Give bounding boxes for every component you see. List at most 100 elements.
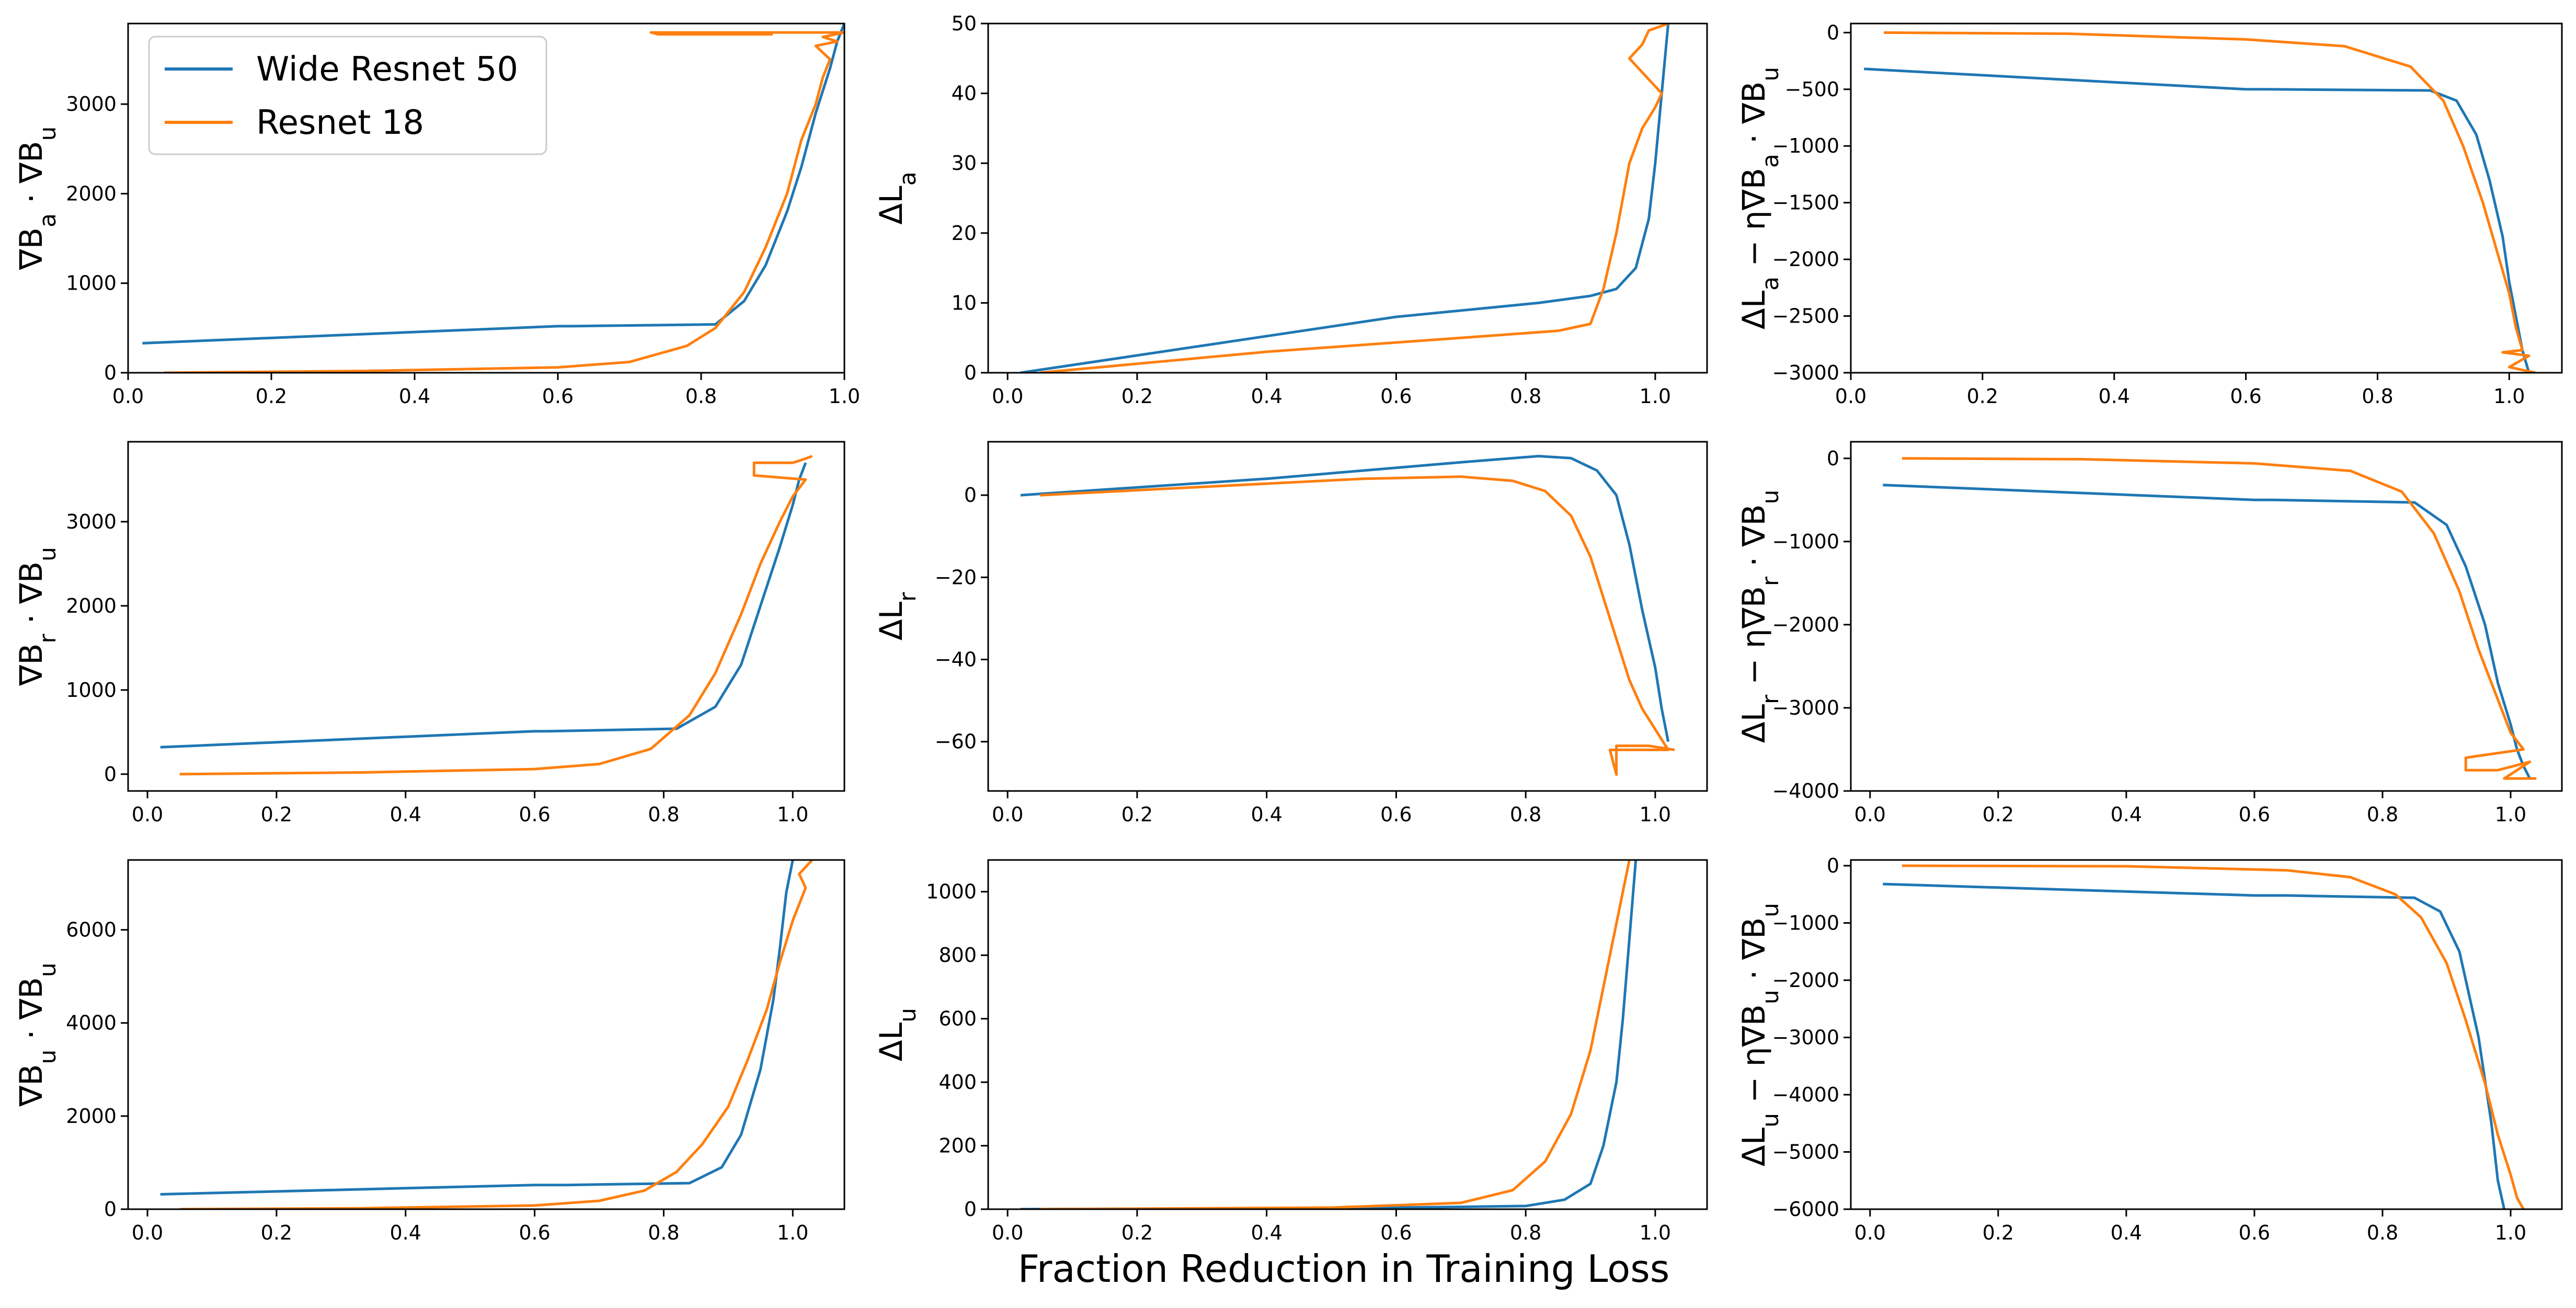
axes-frame <box>987 441 1708 792</box>
chart-panel-2: 0.0 0.2 0.4 0.6 0.8 1.0 0 10 20 30 40 50 ΔLa <box>873 12 1708 408</box>
x-tick-label: 0.8 <box>648 1221 679 1244</box>
y-tick-label: 0 <box>964 361 977 384</box>
y-tick-label: 3000 <box>66 510 117 533</box>
x-tick-label: 1.0 <box>777 803 808 826</box>
y-tick-label: 10 <box>952 291 977 314</box>
y-tick-label: −2500 <box>1772 305 1839 328</box>
y-tick-label: 600 <box>938 1007 977 1030</box>
y-tick-label: 0 <box>964 484 977 507</box>
x-tick-label: 0.8 <box>1510 385 1541 408</box>
y-tick-label: 30 <box>952 152 977 175</box>
y-tick-label: −2000 <box>1772 248 1839 271</box>
y-tick-label: 40 <box>952 82 977 105</box>
y-tick-label: −60 <box>935 730 977 753</box>
axes-frame <box>987 859 1708 1210</box>
x-tick-label: 0.8 <box>685 385 717 408</box>
x-tick-label: 0.8 <box>1510 803 1541 826</box>
chart-panel-9: 0.0 0.2 0.4 0.6 0.8 1.0 −6000 −5000 −4000 −3000 −2… <box>1736 854 2563 1244</box>
y-tick-label: −500 <box>1785 78 1839 101</box>
x-tick-label: 0.8 <box>648 803 679 826</box>
x-tick-label: 0.0 <box>992 1221 1023 1244</box>
x-tick-label: 0.6 <box>1380 385 1412 408</box>
y-tick-label: −2000 <box>1772 969 1839 992</box>
axes-frame <box>1850 859 2563 1210</box>
x-tick-label: 0.6 <box>2230 385 2261 408</box>
y-tick-label: 0 <box>1827 447 1839 470</box>
y-tick-label: 800 <box>938 944 977 967</box>
y-tick-label: 0 <box>104 1198 117 1221</box>
x-tick-label: 0.4 <box>399 385 430 408</box>
y-tick-label: 6000 <box>66 919 117 942</box>
y-axis-label: ∇Br · ∇Bu <box>13 547 61 686</box>
y-tick-label: 20 <box>952 222 977 245</box>
x-tick-label: 0.4 <box>390 1221 421 1244</box>
y-tick-label: 0 <box>1827 854 1839 877</box>
x-tick-label: 0.4 <box>2111 1221 2142 1244</box>
x-tick-label: 0.0 <box>992 385 1023 408</box>
series-line-resnet-18 <box>1883 31 2536 373</box>
x-tick-label: 0.2 <box>1967 385 1998 408</box>
chart-panel-1: 0.0 0.2 0.4 0.6 0.8 1.0 0 1000 2000 3000∇Ba · ∇Bu <box>13 22 860 408</box>
chart-panel-4: 0.0 0.2 0.4 0.6 0.8 1.0 0 1000 2000 3000∇Br · ∇Bu <box>13 441 845 826</box>
x-tick-label: 0.6 <box>1380 1221 1412 1244</box>
chart-panel-6: 0.0 0.2 0.4 0.6 0.8 1.0 −4000 −3000 −2000 −1000 0 Δ… <box>1736 441 2563 826</box>
x-tick-label: 1.0 <box>2495 803 2526 826</box>
legend: Wide Resnet 50 Resnet 18 <box>148 36 547 155</box>
y-tick-label: −3000 <box>1772 1026 1839 1049</box>
axes-frame <box>127 859 845 1210</box>
x-tick-label: 0.2 <box>256 385 287 408</box>
y-axis-label: ΔLa − η∇Ba · ∇Bu <box>1736 67 1784 330</box>
x-tick-label: 0.0 <box>1854 1221 1886 1244</box>
series-line-resnet-18 <box>1040 860 1631 1209</box>
series-line-wide-resnet-50 <box>1864 67 2531 373</box>
y-tick-label: 0 <box>104 763 117 786</box>
x-tick-label: 0.0 <box>112 385 144 408</box>
y-tick-label: 0 <box>1827 21 1839 44</box>
series-line-resnet-18 <box>1039 24 1669 373</box>
x-tick-label: 1.0 <box>2493 385 2525 408</box>
chart-panel-8: 0.0 0.2 0.4 0.6 0.8 1.0 0 200 400 600 800 1000 ΔLu <box>873 859 1708 1244</box>
series-line-wide-resnet-50 <box>1020 860 1638 1209</box>
y-axis-label: ∇Ba · ∇Bu <box>13 127 61 271</box>
x-tick-label: 0.0 <box>1835 385 1867 408</box>
x-tick-label: 0.0 <box>1854 803 1886 826</box>
y-tick-label: 2000 <box>66 1105 117 1128</box>
y-axis-label: ΔLr − η∇Br · ∇Bu <box>1736 490 1784 743</box>
x-tick-label: 1.0 <box>1640 803 1671 826</box>
chart-panel-5: 0.0 0.2 0.4 0.6 0.8 1.0 −60 −40 −20 0 ΔLr <box>873 441 1708 826</box>
x-tick-label: 0.2 <box>261 1221 292 1244</box>
y-tick-label: −4000 <box>1772 1083 1839 1106</box>
x-tick-label: 1.0 <box>1640 1221 1671 1244</box>
series-line-wide-resnet-50 <box>160 462 807 749</box>
chart-panel-7: 0.0 0.2 0.4 0.6 0.8 1.0 0 2000 4000 6000∇Bu · ∇Bu <box>13 859 845 1244</box>
x-tick-label: 1.0 <box>829 385 860 408</box>
series-line-wide-resnet-50 <box>1020 455 1670 742</box>
x-tick-label: 0.4 <box>1251 385 1282 408</box>
x-tick-label: 0.8 <box>1510 1221 1541 1244</box>
y-axis-label: ΔLa <box>873 171 921 224</box>
x-tick-label: 0.2 <box>1121 1221 1153 1244</box>
legend-box <box>148 36 547 155</box>
series-line-wide-resnet-50 <box>1883 882 2506 1209</box>
y-tick-label: −1500 <box>1772 191 1839 214</box>
series-line-resnet-18 <box>179 455 813 776</box>
y-axis-label: ΔLr <box>873 592 921 640</box>
axes-frame <box>1850 22 2563 374</box>
y-tick-label: 2000 <box>66 594 117 617</box>
x-tick-label: 0.6 <box>1380 803 1412 826</box>
y-tick-label: 1000 <box>66 679 117 702</box>
legend-label: Resnet 18 <box>256 104 424 142</box>
series-line-wide-resnet-50 <box>1883 484 2531 779</box>
x-tick-label: 0.2 <box>1983 1221 2014 1244</box>
x-tick-label: 0.6 <box>519 1221 550 1244</box>
series-line-resnet-18 <box>1039 475 1675 776</box>
y-axis-label: ΔLu − η∇Bu · ∇Bu <box>1736 903 1784 1166</box>
y-tick-label: −1000 <box>1772 134 1839 157</box>
y-tick-label: −3000 <box>1772 361 1839 384</box>
axes-frame <box>127 22 845 374</box>
y-tick-label: 400 <box>938 1071 977 1094</box>
y-tick-label: 2000 <box>66 182 117 205</box>
x-tick-label: 0.4 <box>2098 385 2130 408</box>
y-tick-label: −2000 <box>1772 613 1839 636</box>
